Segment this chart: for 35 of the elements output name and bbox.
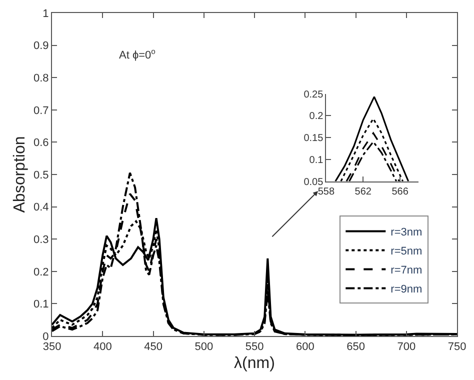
x-tick-label: 500 bbox=[194, 341, 214, 354]
x-tick-label: 750 bbox=[448, 341, 466, 354]
y-tick-label: 0.7 bbox=[34, 104, 49, 117]
y-tick-label: 0.1 bbox=[309, 154, 324, 166]
y-tick-label: 1 bbox=[42, 8, 49, 20]
y-tick-label: 0.15 bbox=[304, 133, 324, 144]
x-tick-label: 566 bbox=[392, 186, 409, 198]
y-tick-label: 0.6 bbox=[34, 137, 49, 150]
y-axis-title: Absorption bbox=[11, 136, 28, 213]
x-axis-title: λ(nm) bbox=[234, 354, 275, 372]
x-tick-label: 400 bbox=[93, 341, 112, 354]
x-tick-label: 450 bbox=[144, 341, 162, 354]
x-tick-label: 550 bbox=[245, 341, 264, 354]
y-tick-label: 0.9 bbox=[34, 40, 49, 52]
y-tick-label: 0.5 bbox=[34, 169, 49, 182]
y-tick-label: 0.1 bbox=[34, 298, 49, 311]
legend-label: r=3nm bbox=[390, 226, 422, 238]
x-tick-label: 558 bbox=[318, 186, 335, 198]
y-tick-label: 0.25 bbox=[304, 89, 324, 100]
y-tick-label: 0.2 bbox=[34, 266, 49, 278]
x-tick-label: 700 bbox=[397, 341, 416, 354]
y-tick-label: 0.3 bbox=[34, 234, 49, 246]
x-tick-label: 650 bbox=[346, 341, 365, 354]
x-tick-label: 562 bbox=[354, 186, 372, 198]
legend-label: r=7nm bbox=[390, 264, 422, 276]
y-tick-label: 0 bbox=[42, 330, 49, 343]
y-tick-label: 0.05 bbox=[304, 176, 324, 188]
legend-label: r=5nm bbox=[390, 245, 422, 258]
y-tick-label: 0.2 bbox=[309, 111, 324, 122]
y-tick-label: 0.4 bbox=[34, 202, 49, 214]
annotation: At ϕ=0$^{o}$ bbox=[119, 47, 156, 62]
legend-label: r=9nm bbox=[390, 283, 422, 296]
x-tick-label: 600 bbox=[296, 341, 314, 354]
x-tick-label: 350 bbox=[42, 341, 62, 354]
y-tick-label: 0.8 bbox=[34, 72, 49, 84]
